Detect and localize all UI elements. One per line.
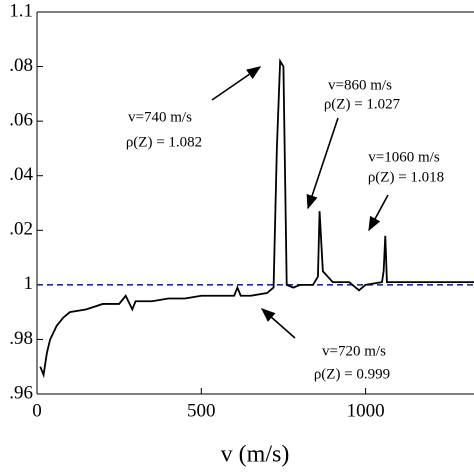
y-tick-label: .04 bbox=[9, 164, 33, 185]
arrow bbox=[211, 66, 262, 101]
y-tick-label: .98 bbox=[9, 328, 33, 349]
x-tick-label: 0 bbox=[32, 400, 42, 421]
annotation: ρ(Z) = 1.018 bbox=[368, 169, 444, 185]
y-tick-label: .06 bbox=[9, 110, 33, 131]
arrow bbox=[368, 194, 389, 232]
y-tick-label: .96 bbox=[9, 382, 33, 403]
annotation: ρ(Z) = 0.999 bbox=[314, 366, 390, 382]
x-tick-label: 500 bbox=[187, 400, 216, 421]
annotation: v=860 m/s bbox=[328, 77, 392, 93]
arrow bbox=[260, 308, 296, 339]
y-tick-label: .08 bbox=[9, 55, 33, 76]
y-tick-label: .02 bbox=[9, 219, 33, 240]
annotation: ρ(Z) = 1.082 bbox=[126, 134, 202, 150]
x-axis-label: v (m/s) bbox=[221, 442, 290, 468]
y-tick-label: 1.1 bbox=[9, 0, 33, 21]
data-line bbox=[39, 58, 474, 379]
x-tick-label: 1000 bbox=[347, 400, 385, 421]
annotation: v=740 m/s bbox=[128, 109, 192, 125]
annotation: v=1060 m/s bbox=[368, 149, 440, 165]
y-tick-label: 1 bbox=[24, 273, 34, 294]
annotation-arrows bbox=[211, 66, 389, 339]
annotation: ρ(Z) = 1.027 bbox=[324, 96, 401, 112]
arrow bbox=[306, 117, 339, 210]
annotation: v=720 m/s bbox=[322, 343, 386, 359]
